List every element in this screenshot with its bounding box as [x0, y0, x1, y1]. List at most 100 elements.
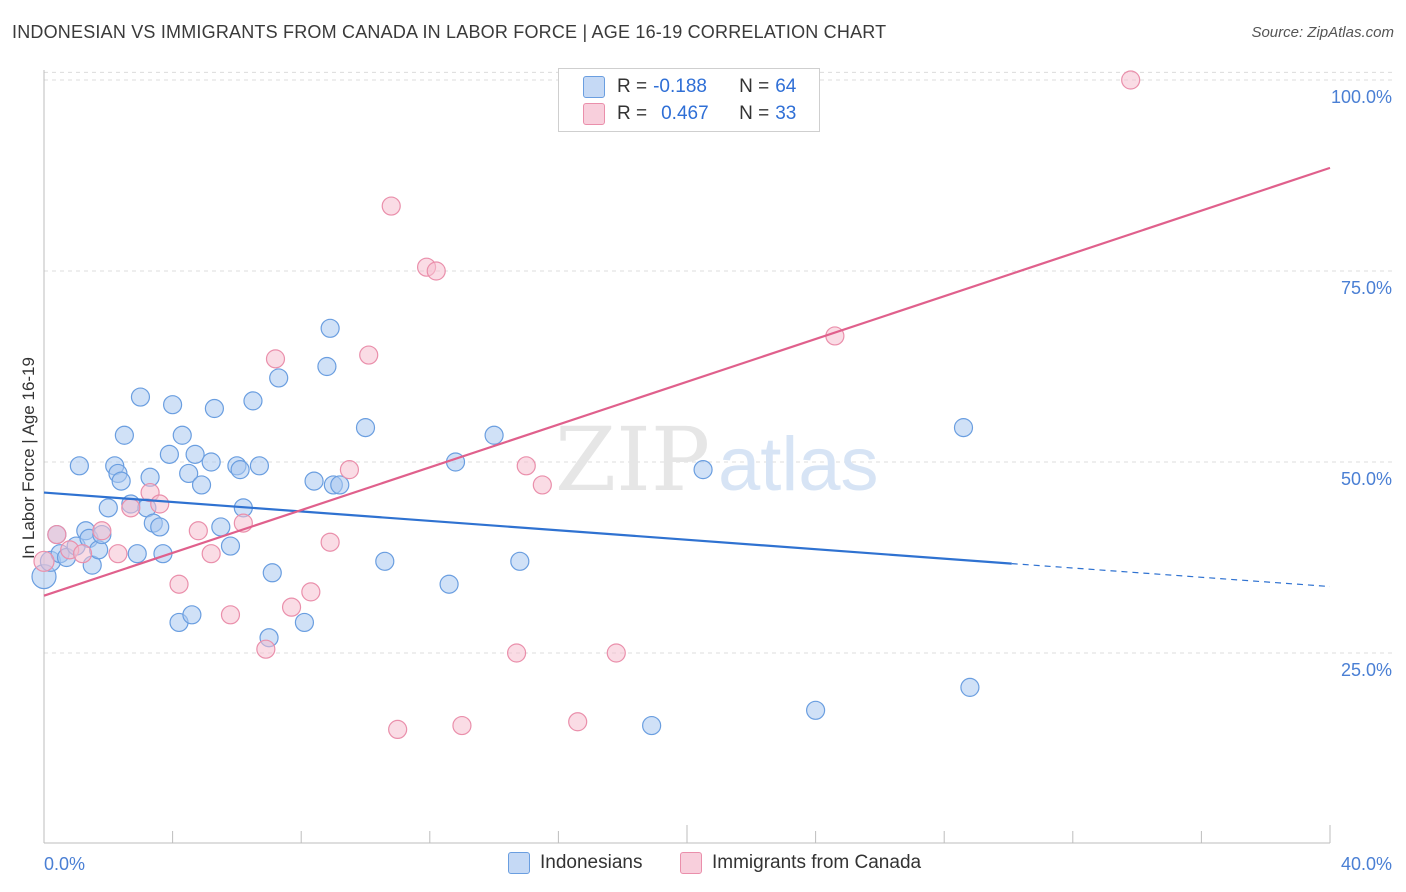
- indonesians-point-19: [130, 387, 151, 407]
- indonesians-point-35: [211, 517, 231, 537]
- canada-point-32: [1121, 70, 1141, 90]
- grid-lines: [44, 71, 1392, 654]
- canada-point-29: [568, 712, 588, 732]
- bottom-legend-swatch-indonesians: [508, 852, 530, 874]
- indonesians-point-23: [150, 517, 170, 537]
- indonesians-point-30: [182, 605, 202, 625]
- watermark: ZIP atlas: [555, 408, 879, 511]
- legend-r-label: R =: [617, 76, 648, 97]
- legend-n-label: N =: [739, 103, 770, 124]
- indonesians-point-47: [317, 356, 337, 377]
- legend-n-value: 33: [775, 103, 797, 124]
- indonesians-point-33: [201, 452, 221, 472]
- canada-point-3: [72, 544, 93, 564]
- correlation-legend: R = -0.188 N = 64 R = 0.467 N = 33: [558, 68, 820, 132]
- indonesians-point-46: [304, 471, 324, 491]
- legend-r-value: -0.188: [653, 76, 707, 97]
- legend-r-value: 0.467: [661, 103, 709, 124]
- watermark-zip: ZIP: [555, 408, 710, 511]
- indonesians-point-34: [204, 398, 224, 419]
- legend-swatch-canada: [583, 103, 605, 125]
- legend-row-canada: R = 0.467 N = 33: [583, 102, 796, 126]
- indonesians-point-43: [262, 563, 282, 583]
- indonesians-point-58: [693, 460, 713, 480]
- indonesians-point-18: [127, 544, 147, 564]
- canada-point-9: [169, 574, 189, 594]
- canada-point-28: [532, 475, 552, 495]
- watermark-atlas: atlas: [718, 422, 879, 507]
- canada-point-6: [121, 498, 141, 518]
- canada-point-5: [108, 544, 128, 564]
- canada-point-17: [301, 582, 321, 602]
- canada-point-18: [320, 532, 340, 552]
- x-tick-label-min: 0.0%: [44, 854, 85, 874]
- indonesians-point-29: [179, 463, 199, 484]
- y-tick-label-50: 50.0%: [1341, 469, 1392, 489]
- canada-point-22: [388, 719, 408, 740]
- indonesians-point-51: [355, 418, 376, 438]
- indonesians-point-6: [69, 456, 89, 476]
- indonesians-point-38: [230, 460, 250, 480]
- legend-swatch-indonesians: [583, 76, 605, 98]
- indonesians-point-53: [439, 574, 459, 594]
- indonesians-point-16: [114, 425, 134, 445]
- indonesians-point-45: [294, 612, 315, 633]
- canada-point-0: [33, 550, 55, 572]
- canada-point-20: [359, 345, 379, 365]
- indonesians-trend-line: [43, 491, 1012, 565]
- y-tick-label-75: 75.0%: [1341, 278, 1392, 298]
- chart-title: INDONESIAN VS IMMIGRANTS FROM CANADA IN …: [12, 22, 887, 42]
- canada-point-8: [150, 494, 170, 514]
- indonesians-point-32: [191, 475, 212, 495]
- legend-n-label: N =: [739, 76, 770, 97]
- indonesians-point-28: [172, 425, 192, 445]
- canada-point-16: [281, 597, 302, 617]
- indonesians-point-57: [642, 715, 662, 736]
- canada-trend-line: [43, 166, 1331, 597]
- indonesians-trend-extension: [1011, 563, 1331, 588]
- bottom-legend-swatch-canada: [680, 852, 702, 874]
- trend-lines: [43, 166, 1331, 597]
- canada-point-21: [381, 196, 401, 216]
- indonesians-point-40: [243, 391, 263, 411]
- indonesians-point-25: [159, 444, 179, 464]
- indonesians-point-12: [98, 498, 118, 518]
- indonesians-point-15: [111, 471, 131, 491]
- bottom-legend-canada: Immigrants from Canada: [680, 852, 921, 874]
- indonesians-point-41: [249, 456, 270, 476]
- legend-n-value: 64: [775, 76, 797, 97]
- canada-point-25: [452, 715, 472, 736]
- bottom-legend-label-indonesians: Indonesians: [540, 852, 643, 873]
- y-tick-labels: 25.0% 50.0% 75.0% 100.0%: [1331, 87, 1392, 680]
- canada-point-1: [47, 524, 67, 545]
- indonesians-point-55: [484, 425, 504, 445]
- y-tick-label-25: 25.0%: [1341, 660, 1392, 680]
- legend-r-label: R =: [617, 103, 648, 124]
- canada-point-14: [256, 639, 276, 659]
- y-axis-label: In Labor Force | Age 16-19: [19, 357, 38, 559]
- indonesians-point-59: [805, 700, 826, 720]
- indonesians-point-60: [953, 418, 974, 438]
- canada-point-19: [339, 460, 360, 480]
- legend-row-indonesians: R = -0.188 N = 64: [583, 75, 796, 99]
- indonesians-point-48: [320, 318, 340, 338]
- canada-point-4: [92, 521, 112, 541]
- indonesians-point-26: [163, 395, 183, 415]
- axes: [43, 70, 1331, 844]
- canada-point-24: [426, 261, 446, 281]
- bottom-legend-indonesians: Indonesians: [508, 852, 642, 874]
- indonesians-point-61: [960, 677, 980, 697]
- indonesians-point-50: [330, 475, 350, 495]
- canada-point-11: [201, 544, 221, 564]
- y-tick-label-100: 100.0%: [1331, 87, 1392, 107]
- x-tick-label-max: 40.0%: [1341, 854, 1392, 874]
- canada-point-10: [188, 521, 208, 541]
- canada-point-27: [516, 456, 536, 476]
- canada-points: [33, 70, 1141, 740]
- canada-point-15: [265, 349, 286, 369]
- bottom-legend-label-canada: Immigrants from Canada: [712, 852, 922, 873]
- indonesians-point-52: [375, 551, 395, 571]
- canada-point-26: [507, 643, 527, 663]
- indonesians-point-31: [185, 444, 205, 464]
